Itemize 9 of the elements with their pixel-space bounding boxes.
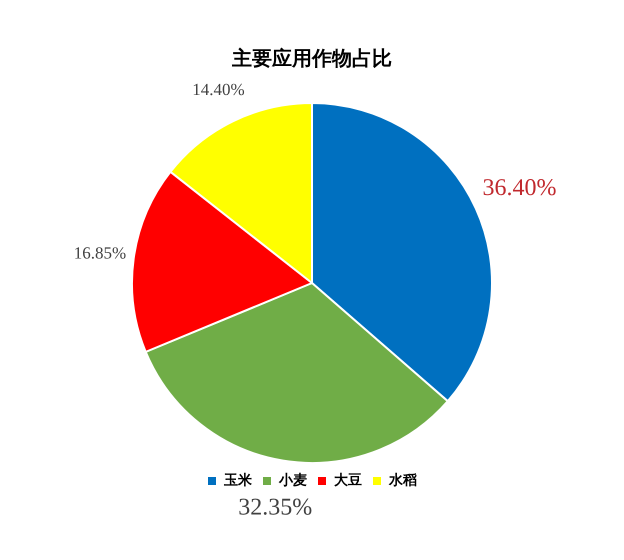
legend-label: 大豆 [334, 472, 362, 489]
data-label: 32.35% [238, 494, 312, 520]
data-label: 16.85% [74, 243, 126, 262]
legend-label: 玉米 [223, 472, 253, 489]
legend-label: 小麦 [278, 472, 307, 489]
data-label: 36.40% [482, 174, 557, 201]
legend-label: 水稻 [388, 472, 417, 489]
chart-title: 主要应用作物占比 [231, 46, 392, 70]
data-label: 14.40% [192, 80, 245, 99]
